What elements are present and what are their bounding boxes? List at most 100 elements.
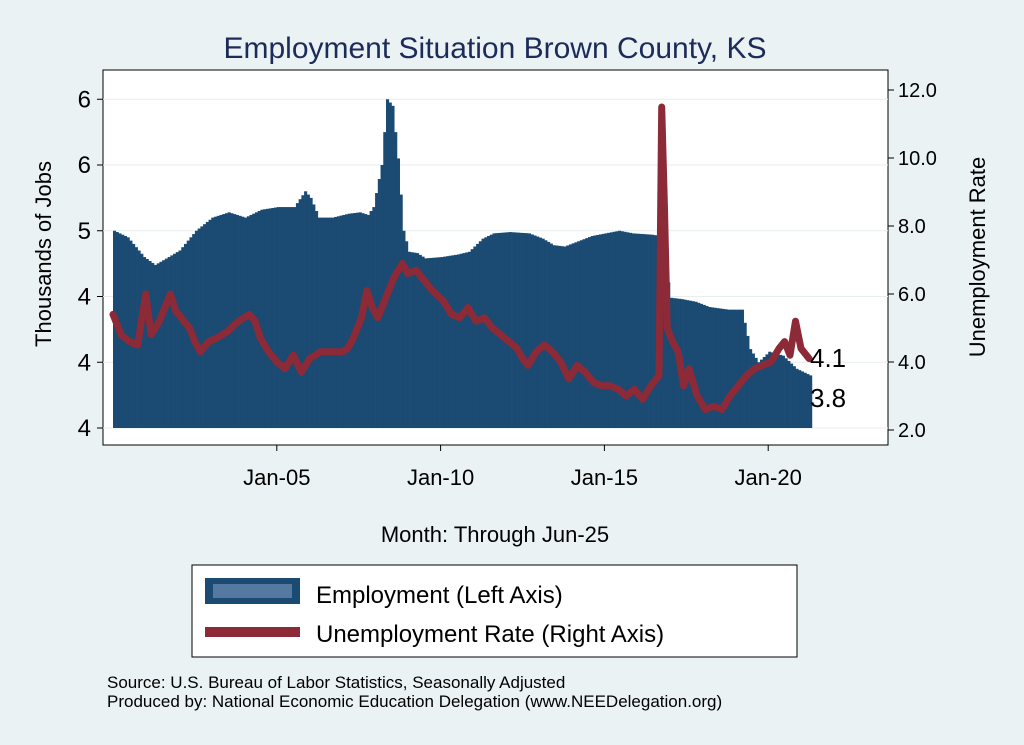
employment-bar (754, 357, 758, 428)
employment-bar (309, 197, 313, 429)
employment-bar (214, 216, 218, 428)
employment-bar (790, 363, 794, 428)
employment-bar (593, 235, 597, 428)
unemployment-end-label: 4.1 (810, 343, 846, 373)
employment-bar (429, 257, 433, 428)
employment-bar (421, 256, 425, 428)
employment-bar (784, 358, 788, 428)
employment-bar (287, 207, 291, 428)
employment-bar (396, 158, 400, 428)
employment-bar (552, 245, 556, 428)
employment-bar (123, 236, 127, 428)
y-left-tick-label: 6 (78, 86, 91, 113)
employment-bar (145, 259, 149, 428)
y-left-tick-label: 5 (78, 218, 91, 245)
employment-bar (574, 242, 578, 428)
employment-bar (304, 191, 308, 428)
employment-bar (306, 194, 310, 428)
employment-bar (279, 207, 283, 428)
employment-bar (631, 233, 635, 428)
employment-bar (623, 231, 627, 428)
employment-bar (579, 240, 583, 428)
employment-bar (301, 195, 305, 428)
employment-bar (806, 374, 810, 428)
employment-bar (571, 243, 575, 428)
employment-bar (749, 349, 753, 428)
employment-bar (222, 214, 226, 428)
employment-bar (661, 251, 665, 428)
source-line-1: Source: U.S. Bureau of Labor Statistics,… (107, 673, 566, 692)
employment-bar (203, 224, 207, 428)
x-axis-label: Month: Through Jun-25 (381, 522, 609, 547)
employment-bar (320, 217, 324, 428)
employment-bar (708, 307, 712, 428)
axis-ticks: 4 4 4 5 6 6 2.0 4.0 6.0 8.0 10.0 12.0 Jan-05 Jan-10 Ja… (78, 80, 937, 490)
employment-bar (383, 132, 387, 429)
employment-bar (156, 263, 160, 428)
x-tick-label: Jan-15 (571, 465, 638, 490)
employment-bar (208, 219, 212, 428)
employment-bar (443, 256, 447, 428)
employment-bar (432, 257, 436, 428)
employment-bar (473, 246, 477, 428)
employment-bar (615, 231, 619, 428)
employment-bar (792, 366, 796, 428)
employment-bar (437, 257, 441, 428)
employment-bar (795, 368, 799, 428)
chart-title: Employment Situation Brown County, KS (223, 32, 766, 65)
employment-bar (410, 252, 414, 428)
employment-bar (618, 230, 622, 428)
employment-bar (628, 232, 633, 428)
source-line-2: Produced by: National Economic Education… (107, 692, 723, 711)
employment-bar (582, 239, 586, 428)
employment-bar (290, 207, 294, 428)
y-left-tick-label: 4 (78, 415, 91, 442)
employment-bar (721, 308, 725, 428)
employment-bar (669, 297, 673, 428)
employment-bar (547, 241, 551, 428)
employment-bar (175, 252, 179, 428)
employment-bar (268, 208, 272, 428)
employment-bar (541, 238, 545, 428)
employment-bar (194, 230, 198, 428)
employment-bar (481, 238, 485, 428)
legend-employment-swatch-inner (213, 584, 292, 598)
employment-bar (716, 308, 720, 428)
employment-bar (274, 207, 278, 428)
employment-bar (140, 253, 144, 428)
employment-bar (724, 309, 728, 428)
y-axis-left-label: Thousands of Jobs (31, 161, 56, 347)
employment-bar (164, 258, 168, 428)
employment-bar (525, 233, 529, 428)
employment-bar (577, 241, 581, 428)
employment-bar (626, 232, 630, 428)
employment-bar (519, 232, 523, 428)
employment-bar (653, 235, 657, 428)
employment-bar (612, 231, 616, 428)
employment-bar (459, 253, 463, 428)
employment-bar (219, 214, 223, 428)
employment-bar (809, 375, 813, 428)
employment-bar (369, 211, 373, 428)
employment-bar (407, 251, 411, 428)
employment-bar (364, 214, 368, 428)
employment-bar (151, 262, 155, 428)
employment-bar (598, 234, 603, 428)
employment-bar (339, 215, 343, 428)
employment-bar (328, 217, 332, 428)
employment-bar (719, 308, 723, 428)
employment-bar (470, 249, 474, 428)
employment-bar (386, 99, 390, 428)
x-tick-label: Jan-05 (243, 465, 310, 490)
employment-bar (506, 232, 510, 428)
employment-bar (642, 234, 646, 428)
employment-bar (533, 235, 537, 428)
y-right-tick-label: 12.0 (898, 80, 937, 102)
employment-bar (779, 354, 783, 428)
employment-bar (517, 232, 521, 428)
employment-bar (787, 360, 791, 428)
employment-bar (426, 258, 431, 428)
employment-bar (435, 257, 439, 428)
employment-bar (476, 243, 480, 428)
employment-bar (211, 217, 215, 428)
